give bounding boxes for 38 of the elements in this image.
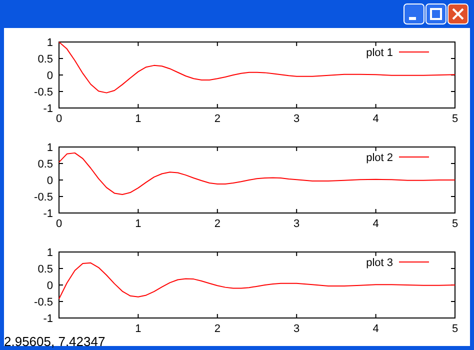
- y-tick-label: 0.5: [38, 158, 53, 170]
- x-tick-label: 0: [56, 113, 62, 125]
- y-tick-label: 1: [46, 37, 53, 49]
- y-tick-label: 0.5: [38, 54, 53, 66]
- y-tick-label: 0: [46, 280, 53, 292]
- y-tick-label: 0: [46, 175, 53, 187]
- legend-label: plot 2: [366, 152, 393, 164]
- legend-label: plot 3: [366, 257, 393, 269]
- x-tick-label: 2: [214, 323, 220, 335]
- legend-label: plot 1: [366, 47, 393, 59]
- x-tick-label: 5: [452, 218, 458, 230]
- x-tick-label: 4: [372, 113, 379, 125]
- x-tick-label: 1: [135, 323, 142, 335]
- x-tick-label: 4: [372, 323, 379, 335]
- y-tick-label: 1: [46, 142, 53, 154]
- line-series: [58, 152, 456, 196]
- text: 2.95605, 7.42347: [4, 334, 106, 349]
- x-tick-label: 5: [452, 323, 458, 335]
- x-tick-label: 2: [214, 218, 220, 230]
- y-tick-label: -1: [43, 103, 53, 115]
- x-tick-label: 3: [294, 218, 300, 230]
- x-tick-label: 3: [294, 323, 300, 335]
- x-tick-label: 3: [294, 113, 300, 125]
- y-tick-label: -0.5: [34, 192, 53, 204]
- y-tick-label: 1: [46, 247, 53, 259]
- y-tick-label: -0.5: [34, 296, 53, 308]
- x-tick-label: 4: [372, 218, 379, 230]
- x-tick-label: 0: [56, 218, 62, 230]
- x-tick-label: 1: [135, 113, 142, 125]
- y-tick-label: 0.5: [38, 264, 53, 276]
- y-tick-label: 0: [46, 70, 53, 82]
- line-series: [58, 42, 456, 94]
- y-tick-label: -1: [43, 313, 53, 325]
- y-tick-label: -1: [43, 208, 53, 220]
- x-tick-label: 5: [452, 113, 458, 125]
- y-tick-label: -0.5: [34, 86, 53, 98]
- x-tick-label: 1: [135, 218, 142, 230]
- x-tick-label: 2: [214, 113, 220, 125]
